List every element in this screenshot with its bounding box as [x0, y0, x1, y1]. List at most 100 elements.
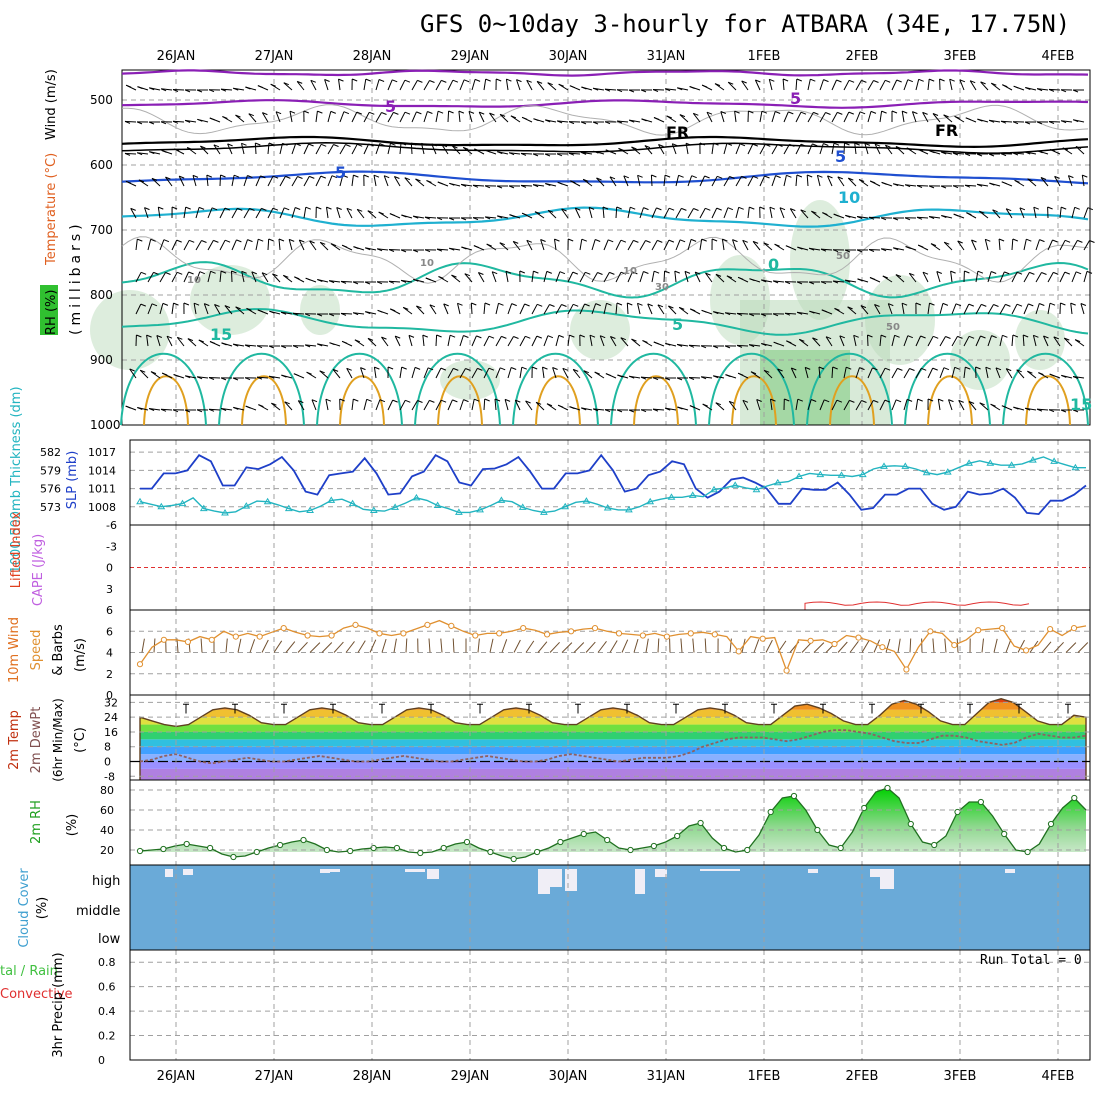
ylabel-cape: CAPE (J/kg) — [31, 534, 46, 606]
wind-barb-flag — [189, 272, 194, 274]
wind-barb — [892, 368, 897, 378]
wind-barb-10m — [1078, 643, 1088, 653]
rh-line-point — [698, 820, 703, 825]
wind-barb — [496, 303, 499, 314]
wind-barb — [688, 239, 691, 250]
contour-label: 10 — [838, 188, 860, 207]
wind-barb — [495, 399, 496, 410]
wind-barb-flag — [691, 239, 696, 241]
wind-barb-flag — [298, 177, 303, 179]
wind-barb-flag — [1065, 272, 1070, 274]
high-cloud-gap — [320, 869, 330, 873]
rh-line-point — [324, 847, 329, 852]
wind-barb — [892, 80, 897, 90]
wind-barb-flag — [665, 175, 670, 177]
wind-barb-flag — [199, 207, 204, 209]
high-cloud-gap — [700, 869, 740, 871]
ylabel-2m-dewpt: 2m DewPt — [29, 707, 44, 774]
wind-barb-flag — [665, 271, 670, 273]
wind-barb — [916, 399, 918, 410]
high-cloud-gap — [635, 869, 645, 894]
wind-barb-flag — [633, 240, 638, 242]
rh-line-point — [815, 827, 820, 832]
wind-barb — [412, 112, 416, 122]
wind-barb-flag — [617, 303, 622, 305]
wind-barb-flag — [437, 335, 442, 337]
wind-barb-flag — [801, 112, 806, 114]
wind-barb-flag — [177, 272, 182, 274]
rh-line-point — [1002, 831, 1007, 836]
wind-barb — [985, 239, 988, 250]
wind-barb — [616, 240, 621, 250]
wind-barb — [208, 208, 212, 218]
wind-barb — [448, 111, 449, 122]
high-cloud-gap — [330, 869, 340, 872]
wind-barb-flag — [627, 303, 632, 305]
wind-barb — [292, 177, 298, 187]
wind-speed-line-point — [137, 662, 142, 667]
wind-barb-10m — [382, 639, 386, 652]
wind-barb — [652, 271, 654, 282]
wind-barb-10m — [322, 643, 332, 653]
wind-barb-flag — [367, 399, 372, 401]
high-cloud-gap — [880, 869, 894, 889]
wind-barb — [328, 145, 334, 155]
wind-barb-flag — [651, 175, 656, 177]
wind-speed-line-point — [329, 633, 334, 638]
wind-barb-flag — [453, 80, 458, 82]
wind-barb-flag — [681, 208, 686, 210]
wind-barb-flag — [786, 175, 791, 177]
rh-line-point — [1072, 795, 1077, 800]
rh-shade — [760, 350, 850, 425]
rh-line-point — [908, 821, 913, 826]
wind-barb-flag — [929, 79, 934, 81]
wind-barb-flag — [562, 305, 567, 307]
date-label-top: 29JAN — [451, 49, 490, 64]
wind-barb-10m — [994, 639, 997, 653]
rh-area — [140, 788, 1086, 859]
wind-barb — [364, 79, 366, 90]
wind-barb-flag — [1048, 207, 1053, 209]
wind-barb — [928, 368, 933, 378]
wind-barb — [532, 336, 537, 346]
wind-barb-flag — [154, 272, 159, 274]
wind-speed-line-point — [305, 633, 310, 638]
wind-barb-flag — [892, 111, 897, 113]
wind-barb — [193, 175, 196, 186]
wind-barb-10m — [574, 643, 584, 653]
wind-barb-flag — [1060, 303, 1065, 305]
wind-barb — [520, 304, 525, 314]
wind-barb — [496, 336, 501, 346]
wind-barb-flag — [940, 79, 945, 81]
wind-barb-10m — [634, 639, 638, 652]
wind-barb-flag — [369, 112, 374, 114]
wind-barb-flag — [1002, 335, 1007, 337]
wind-barb — [244, 240, 248, 250]
wind-barb-flag — [749, 207, 754, 209]
temp-contour-loop — [611, 354, 696, 425]
wind-barb — [256, 239, 258, 250]
wind-barb — [280, 176, 285, 186]
wind-barb — [508, 304, 512, 314]
wind-barb-flag — [783, 79, 788, 81]
wind-barb — [374, 175, 376, 186]
wind-barb-10m — [346, 641, 355, 652]
wind-speed-line-point — [616, 631, 621, 636]
wind-barb-flag — [608, 240, 613, 242]
wind-barb-flag — [786, 246, 791, 248]
wind-barb — [423, 335, 424, 346]
wind-barb — [832, 143, 834, 154]
wind-barb-flag — [294, 374, 299, 376]
wind-barb-10m — [933, 639, 934, 653]
wind-barb-10m — [262, 640, 268, 653]
wind-barb-flag — [606, 374, 611, 376]
wind-speed-line-point — [209, 637, 214, 642]
wind-barb-flag — [644, 208, 649, 210]
temp-contour-loop — [242, 376, 286, 425]
wind-barb — [506, 79, 508, 90]
wind-barb-10m — [334, 642, 343, 652]
